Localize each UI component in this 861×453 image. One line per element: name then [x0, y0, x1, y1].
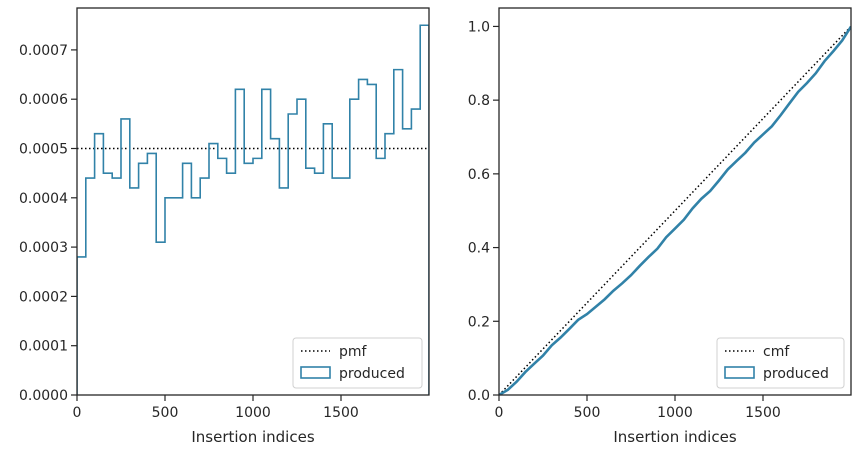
produced-histogram-step [77, 24, 429, 395]
y-tick-label: 0.6 [468, 167, 490, 183]
y-tick-label: 0.8 [468, 93, 490, 109]
y-tick-label: 0.2 [468, 314, 490, 330]
chart-pmf-histogram: 0.0000 0.0001 0.0002 0.0003 0.0004 0.0005 0.00… [19, 7, 430, 446]
y-tick-label: 1.0 [468, 19, 490, 35]
x-tick-label: 1000 [235, 405, 271, 421]
y-tick-label: 0.0 [468, 388, 490, 404]
produced-cumulative-line [499, 25, 851, 395]
x-tick-label: 0 [495, 405, 504, 421]
y-tick-label: 0.0001 [19, 339, 68, 355]
plot-area [77, 24, 429, 395]
y-tick-label: 0.0000 [19, 388, 68, 404]
legend-produced-swatch [724, 366, 755, 379]
x-tick-label: 1500 [323, 405, 359, 421]
x-tick-label: 1500 [745, 405, 781, 421]
legend: cmf produced [716, 337, 845, 389]
x-tick-label: 500 [574, 405, 601, 421]
legend-box [716, 337, 845, 389]
y-tick-label: 0.0003 [19, 240, 68, 256]
legend-label-produced: produced [763, 366, 829, 382]
y-tick-label: 0.0007 [19, 43, 68, 59]
legend: pmf produced [292, 337, 423, 389]
axes-frame [76, 7, 430, 396]
y-tick-label: 0.0006 [19, 92, 68, 108]
x-tick-label: 0 [73, 405, 82, 421]
chart-cmf-line: 0.0 0.2 0.4 0.6 0.8 1.0 0 500 1000 1500 Insertion … [468, 7, 852, 446]
plot-area [499, 25, 851, 395]
legend-label-produced: produced [339, 366, 405, 382]
x-tick-label: 1000 [657, 405, 693, 421]
y-tick-label: 0.4 [468, 241, 490, 257]
x-axis-title: Insertion indices [191, 428, 314, 446]
legend-label-reference: pmf [339, 344, 368, 360]
cmf-reference-line [499, 25, 851, 395]
axes-frame [498, 7, 852, 396]
x-axis-title: Insertion indices [613, 428, 736, 446]
legend-label-reference: cmf [763, 344, 790, 360]
y-tick-label: 0.0002 [19, 289, 68, 305]
y-tick-label: 0.0004 [19, 191, 68, 207]
x-tick-label: 500 [152, 405, 179, 421]
y-tick-label: 0.0005 [19, 142, 68, 158]
legend-produced-swatch [300, 366, 331, 379]
